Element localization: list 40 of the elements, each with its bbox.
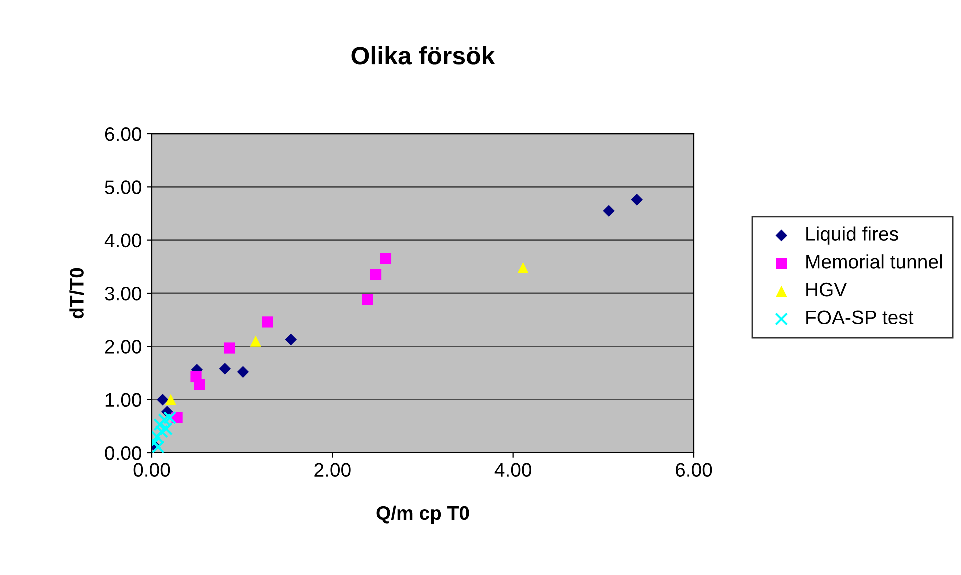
point (155, 425, 169, 438)
point (370, 269, 382, 280)
point (158, 413, 172, 427)
x-tick-label: 4.00 (494, 463, 532, 478)
chart-title: Olika försök (352, 46, 496, 65)
legend-label: Memorial tunnel (806, 254, 942, 269)
point (285, 334, 298, 346)
point (154, 418, 167, 432)
x-tick-label: 6.00 (676, 463, 712, 478)
point (631, 194, 643, 206)
x-tick-label: 0.00 (134, 463, 170, 478)
point (262, 316, 274, 328)
legend-label: FOA-SP test (806, 310, 914, 325)
point (152, 430, 164, 444)
point (224, 342, 236, 354)
y-axis-title: dT/T0 (70, 268, 84, 319)
y-tick-label: 0.00 (105, 446, 142, 460)
point (160, 422, 174, 436)
y-tick-label: 2.00 (105, 340, 142, 354)
point (219, 363, 232, 375)
y-tick-label: 4.00 (104, 234, 142, 248)
legend-label: HGV (806, 282, 848, 297)
point (152, 440, 165, 453)
y-tick-label: 3.00 (105, 286, 142, 301)
legend-label: Liquid fires (806, 226, 898, 245)
point (194, 379, 206, 390)
point (156, 394, 169, 406)
point (163, 411, 177, 425)
x-axis-title: Q/m cp T0 (376, 506, 470, 524)
point (518, 262, 529, 274)
point (237, 366, 250, 378)
point (165, 394, 177, 406)
y-tick-label: 5.00 (105, 180, 142, 194)
point (603, 205, 615, 217)
point (250, 336, 262, 347)
x-tick-label: 2.00 (314, 463, 351, 478)
y-tick-label: 6.00 (105, 127, 142, 142)
point (362, 294, 374, 306)
y-tick-label: 1.00 (106, 393, 142, 408)
point (380, 253, 392, 264)
